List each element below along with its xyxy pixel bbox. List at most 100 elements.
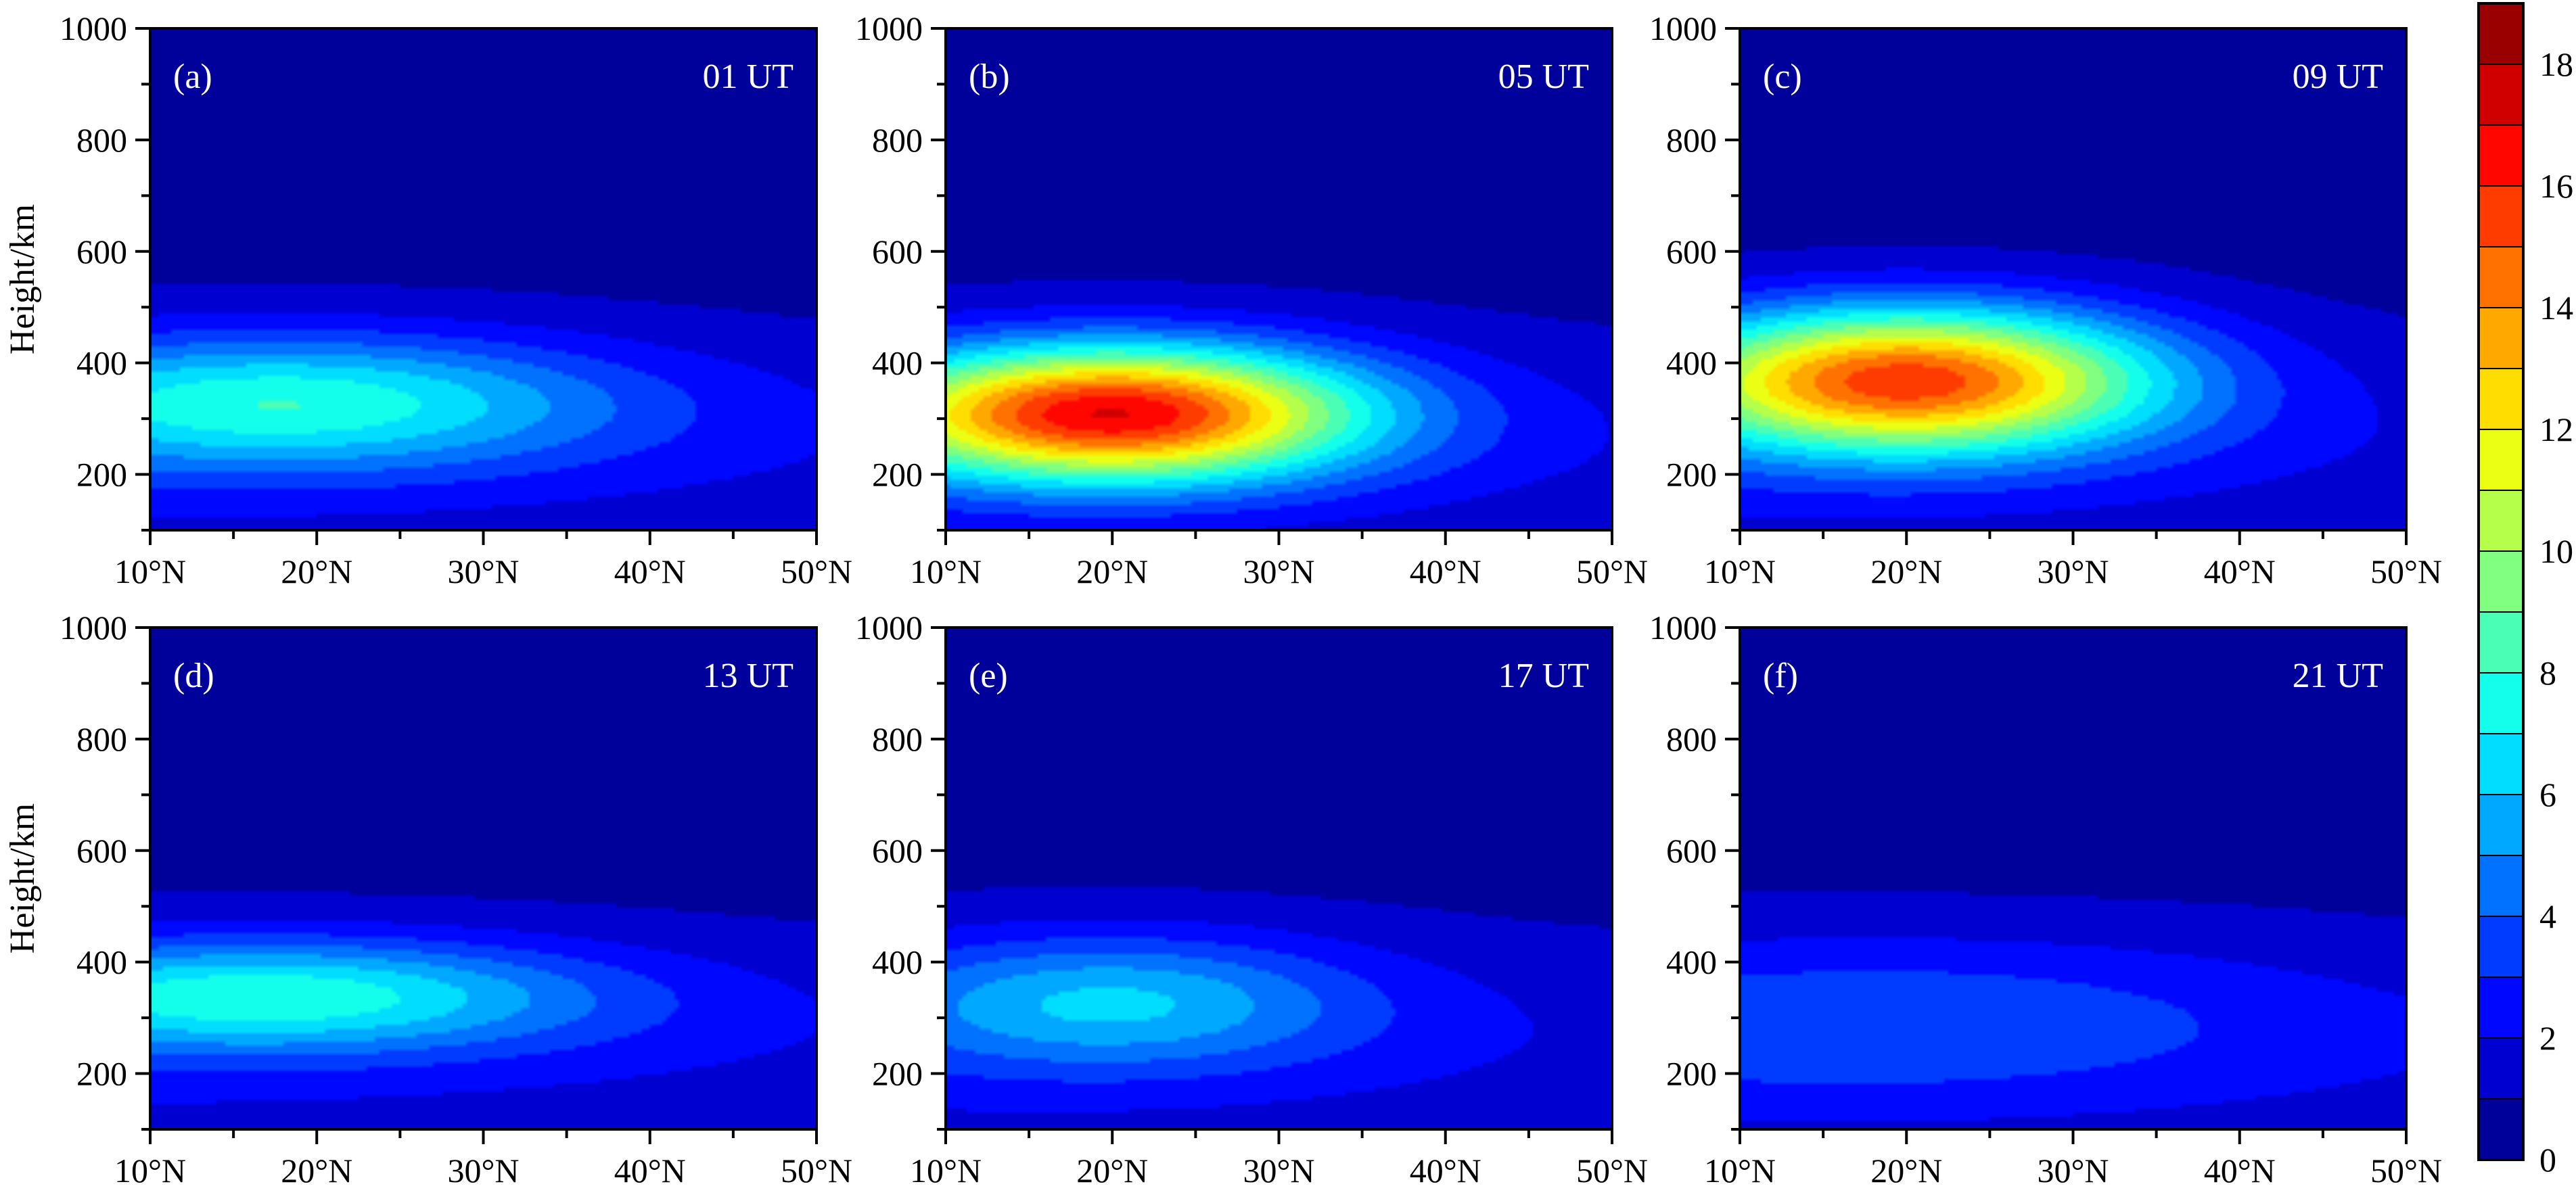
x-tick-label: 20°N	[281, 552, 352, 590]
x-tick-label: 50°N	[1576, 1152, 1648, 1190]
colorbar-segment	[2479, 1038, 2523, 1100]
x-tick-label: 40°N	[2204, 1152, 2276, 1190]
x-tick-label: 50°N	[2370, 552, 2442, 590]
colorbar-tick-label: 4	[2539, 897, 2556, 935]
colorbar-frame	[2477, 2, 2525, 1161]
colorbar-segment	[2479, 308, 2523, 369]
y-axis-title: Height/km	[3, 803, 42, 953]
colorbar-tick-label: 14	[2539, 289, 2573, 327]
colorbar-segment	[2479, 490, 2523, 552]
colorbar-segment	[2479, 855, 2523, 917]
y-tick-label: 200	[76, 456, 127, 494]
y-tick-label: 400	[1666, 344, 1717, 382]
colorbar-segment	[2479, 916, 2523, 978]
panel-b: 10°N 20°N 30°N 40°N 50°N 200 400 600 800 1000 (b) 0…	[855, 9, 1648, 590]
x-tick-label: 10°N	[910, 552, 982, 590]
panel-label: (b)	[969, 57, 1010, 96]
y-tick-label: 200	[76, 1055, 127, 1093]
panel-time: 17 UT	[1498, 657, 1589, 695]
y-tick-label: 200	[1666, 1055, 1717, 1093]
x-tick-label: 30°N	[1243, 552, 1314, 590]
panel-a: 10°N 20°N 30°N 40°N 50°N 200 400 600 800 1000 (a) 0…	[60, 9, 852, 590]
colorbar-segment	[2479, 369, 2523, 430]
x-tick-label: 10°N	[910, 1152, 982, 1190]
x-tick-label: 30°N	[2037, 552, 2109, 590]
panel-label: (a)	[173, 57, 212, 96]
x-tick-label: 10°N	[1704, 1152, 1776, 1190]
y-axis-labels: Height/km Height/km	[3, 204, 42, 953]
colorbar-segment	[2479, 612, 2523, 674]
y-tick-label: 1000	[1649, 9, 1717, 47]
y-tick-label: 400	[76, 344, 127, 382]
colorbar-segment	[2479, 429, 2523, 491]
colorbar-segment	[2479, 734, 2523, 795]
y-tick-label: 1000	[60, 609, 127, 646]
panels: 10°N 20°N 30°N 40°N 50°N 200 400 600 800 1000 (a) 0…	[60, 9, 2442, 1190]
x-tick-label: 20°N	[1870, 1152, 1942, 1190]
y-tick-label: 800	[1666, 121, 1717, 159]
x-tick-label: 10°N	[1704, 552, 1776, 590]
x-tick-label: 50°N	[781, 1152, 852, 1190]
y-axis-title: Height/km	[3, 204, 42, 354]
panel-f: 10°N 20°N 30°N 40°N 50°N 200 400 600 800 1000 (f) 2…	[1649, 609, 2442, 1190]
colorbar-segment	[2479, 64, 2523, 126]
panel-time: 05 UT	[1498, 57, 1589, 96]
y-tick-label: 600	[76, 233, 127, 270]
x-tick-label: 30°N	[2037, 1152, 2109, 1190]
x-tick-label: 30°N	[447, 552, 519, 590]
colorbar-segment	[2479, 1099, 2523, 1160]
x-tick-label: 10°N	[114, 1152, 186, 1190]
y-tick-label: 800	[872, 720, 923, 758]
y-tick-label: 600	[872, 832, 923, 870]
colorbar-segment	[2479, 247, 2523, 308]
y-tick-label: 1000	[855, 9, 923, 47]
colorbar-segment	[2479, 3, 2523, 65]
x-tick-label: 50°N	[1576, 552, 1648, 590]
colorbar-tick-label: 6	[2539, 776, 2556, 814]
colorbar-segment	[2479, 977, 2523, 1039]
y-tick-label: 200	[872, 1055, 923, 1093]
x-tick-label: 40°N	[2204, 552, 2276, 590]
x-tick-label: 50°N	[2370, 1152, 2442, 1190]
y-tick-label: 600	[872, 233, 923, 270]
y-tick-label: 400	[1666, 943, 1717, 981]
panel-label: (f)	[1763, 657, 1798, 695]
y-tick-label: 400	[872, 344, 923, 382]
x-tick-label: 20°N	[281, 1152, 352, 1190]
y-tick-label: 800	[76, 720, 127, 758]
panel-d: 10°N 20°N 30°N 40°N 50°N 200 400 600 800 1000 (d) 1…	[60, 609, 852, 1190]
y-tick-label: 1000	[1649, 609, 1717, 646]
contour-field	[1740, 28, 2406, 530]
contour-field	[946, 28, 1612, 530]
x-tick-label: 40°N	[614, 552, 686, 590]
colorbar-tick-label: 12	[2539, 410, 2573, 448]
x-tick-label: 20°N	[1076, 1152, 1148, 1190]
contour-field	[150, 28, 816, 530]
panel-c: 10°N 20°N 30°N 40°N 50°N 200 400 600 800 1000 (c) 0…	[1649, 9, 2442, 590]
colorbar-tick-label: 8	[2539, 654, 2556, 692]
colorbar-segment	[2479, 795, 2523, 856]
panel-time: 09 UT	[2293, 57, 2383, 96]
panel-label: (d)	[173, 657, 214, 695]
y-tick-label: 400	[76, 943, 127, 981]
y-tick-label: 1000	[855, 609, 923, 646]
x-tick-label: 30°N	[447, 1152, 519, 1190]
y-tick-label: 800	[1666, 720, 1717, 758]
colorbar-tick-label: 16	[2539, 167, 2573, 205]
x-tick-label: 40°N	[1410, 1152, 1481, 1190]
colorbar-segment	[2479, 125, 2523, 187]
colorbar-segment	[2479, 551, 2523, 613]
y-tick-label: 600	[1666, 233, 1717, 270]
colorbar-segment	[2479, 186, 2523, 248]
panel-time: 01 UT	[703, 57, 794, 96]
x-tick-label: 10°N	[114, 552, 186, 590]
contour-field	[946, 628, 1612, 1129]
colorbar-segment	[2479, 673, 2523, 734]
y-tick-label: 400	[872, 943, 923, 981]
contour-field	[150, 628, 816, 1129]
contour-field	[1740, 628, 2406, 1129]
panel-label: (c)	[1763, 57, 1802, 96]
x-tick-label: 40°N	[614, 1152, 686, 1190]
x-tick-label: 20°N	[1076, 552, 1148, 590]
